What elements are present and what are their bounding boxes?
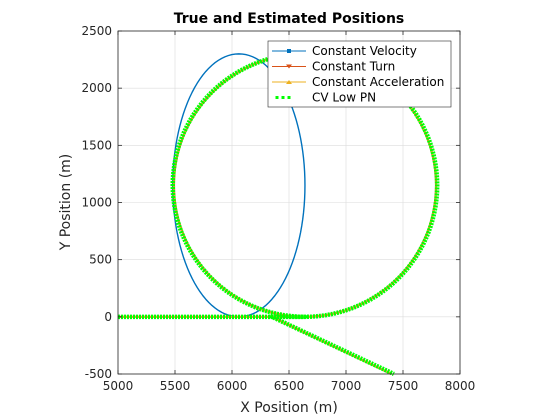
legend-entry: Constant Turn (272, 60, 395, 74)
y-tick-label: 1500 (81, 138, 112, 152)
x-tick-label: 5500 (160, 379, 191, 393)
legend-label: Constant Acceleration (312, 75, 444, 89)
legend-marker (287, 96, 291, 99)
legend-label: Constant Turn (312, 60, 395, 74)
legend-marker (281, 96, 285, 99)
series-line-0 (118, 53, 392, 375)
ticks (117, 30, 461, 375)
x-tick-label: 6500 (274, 379, 305, 393)
x-tick-label: 7000 (331, 379, 362, 393)
y-tick-label: 2000 (81, 81, 112, 95)
legend-entry: CV Low PN (275, 91, 376, 105)
y-tick-label: -500 (85, 367, 112, 381)
legend-marker (286, 64, 292, 69)
y-axis-label: Y Position (m) (58, 154, 74, 252)
legend-box (267, 40, 452, 108)
legend-entry: Constant Acceleration (272, 75, 444, 89)
legend-marker (275, 96, 279, 99)
y-tick-label: 500 (89, 253, 112, 267)
legend-entry: Constant Velocity (272, 44, 417, 58)
x-tick-label: 5000 (103, 379, 134, 393)
y-tick-label: 0 (104, 310, 112, 324)
legend-label: Constant Velocity (312, 44, 417, 58)
x-tick-label: 6000 (217, 379, 248, 393)
legend-marker (287, 49, 291, 53)
chart-title: True and Estimated Positions (174, 11, 405, 27)
x-tick-label: 7500 (388, 379, 419, 393)
x-tick-label: 8000 (445, 379, 476, 393)
y-tick-label: 2500 (81, 24, 112, 38)
legend-marker (286, 80, 292, 84)
tick-labels: 5000 5500 6000 6500 7000 7500 8000 -500 0 500 1000… (81, 24, 475, 393)
x-axis-label: X Position (m) (240, 400, 338, 416)
legend-label: CV Low PN (312, 91, 376, 105)
y-tick-label: 1000 (81, 196, 112, 210)
